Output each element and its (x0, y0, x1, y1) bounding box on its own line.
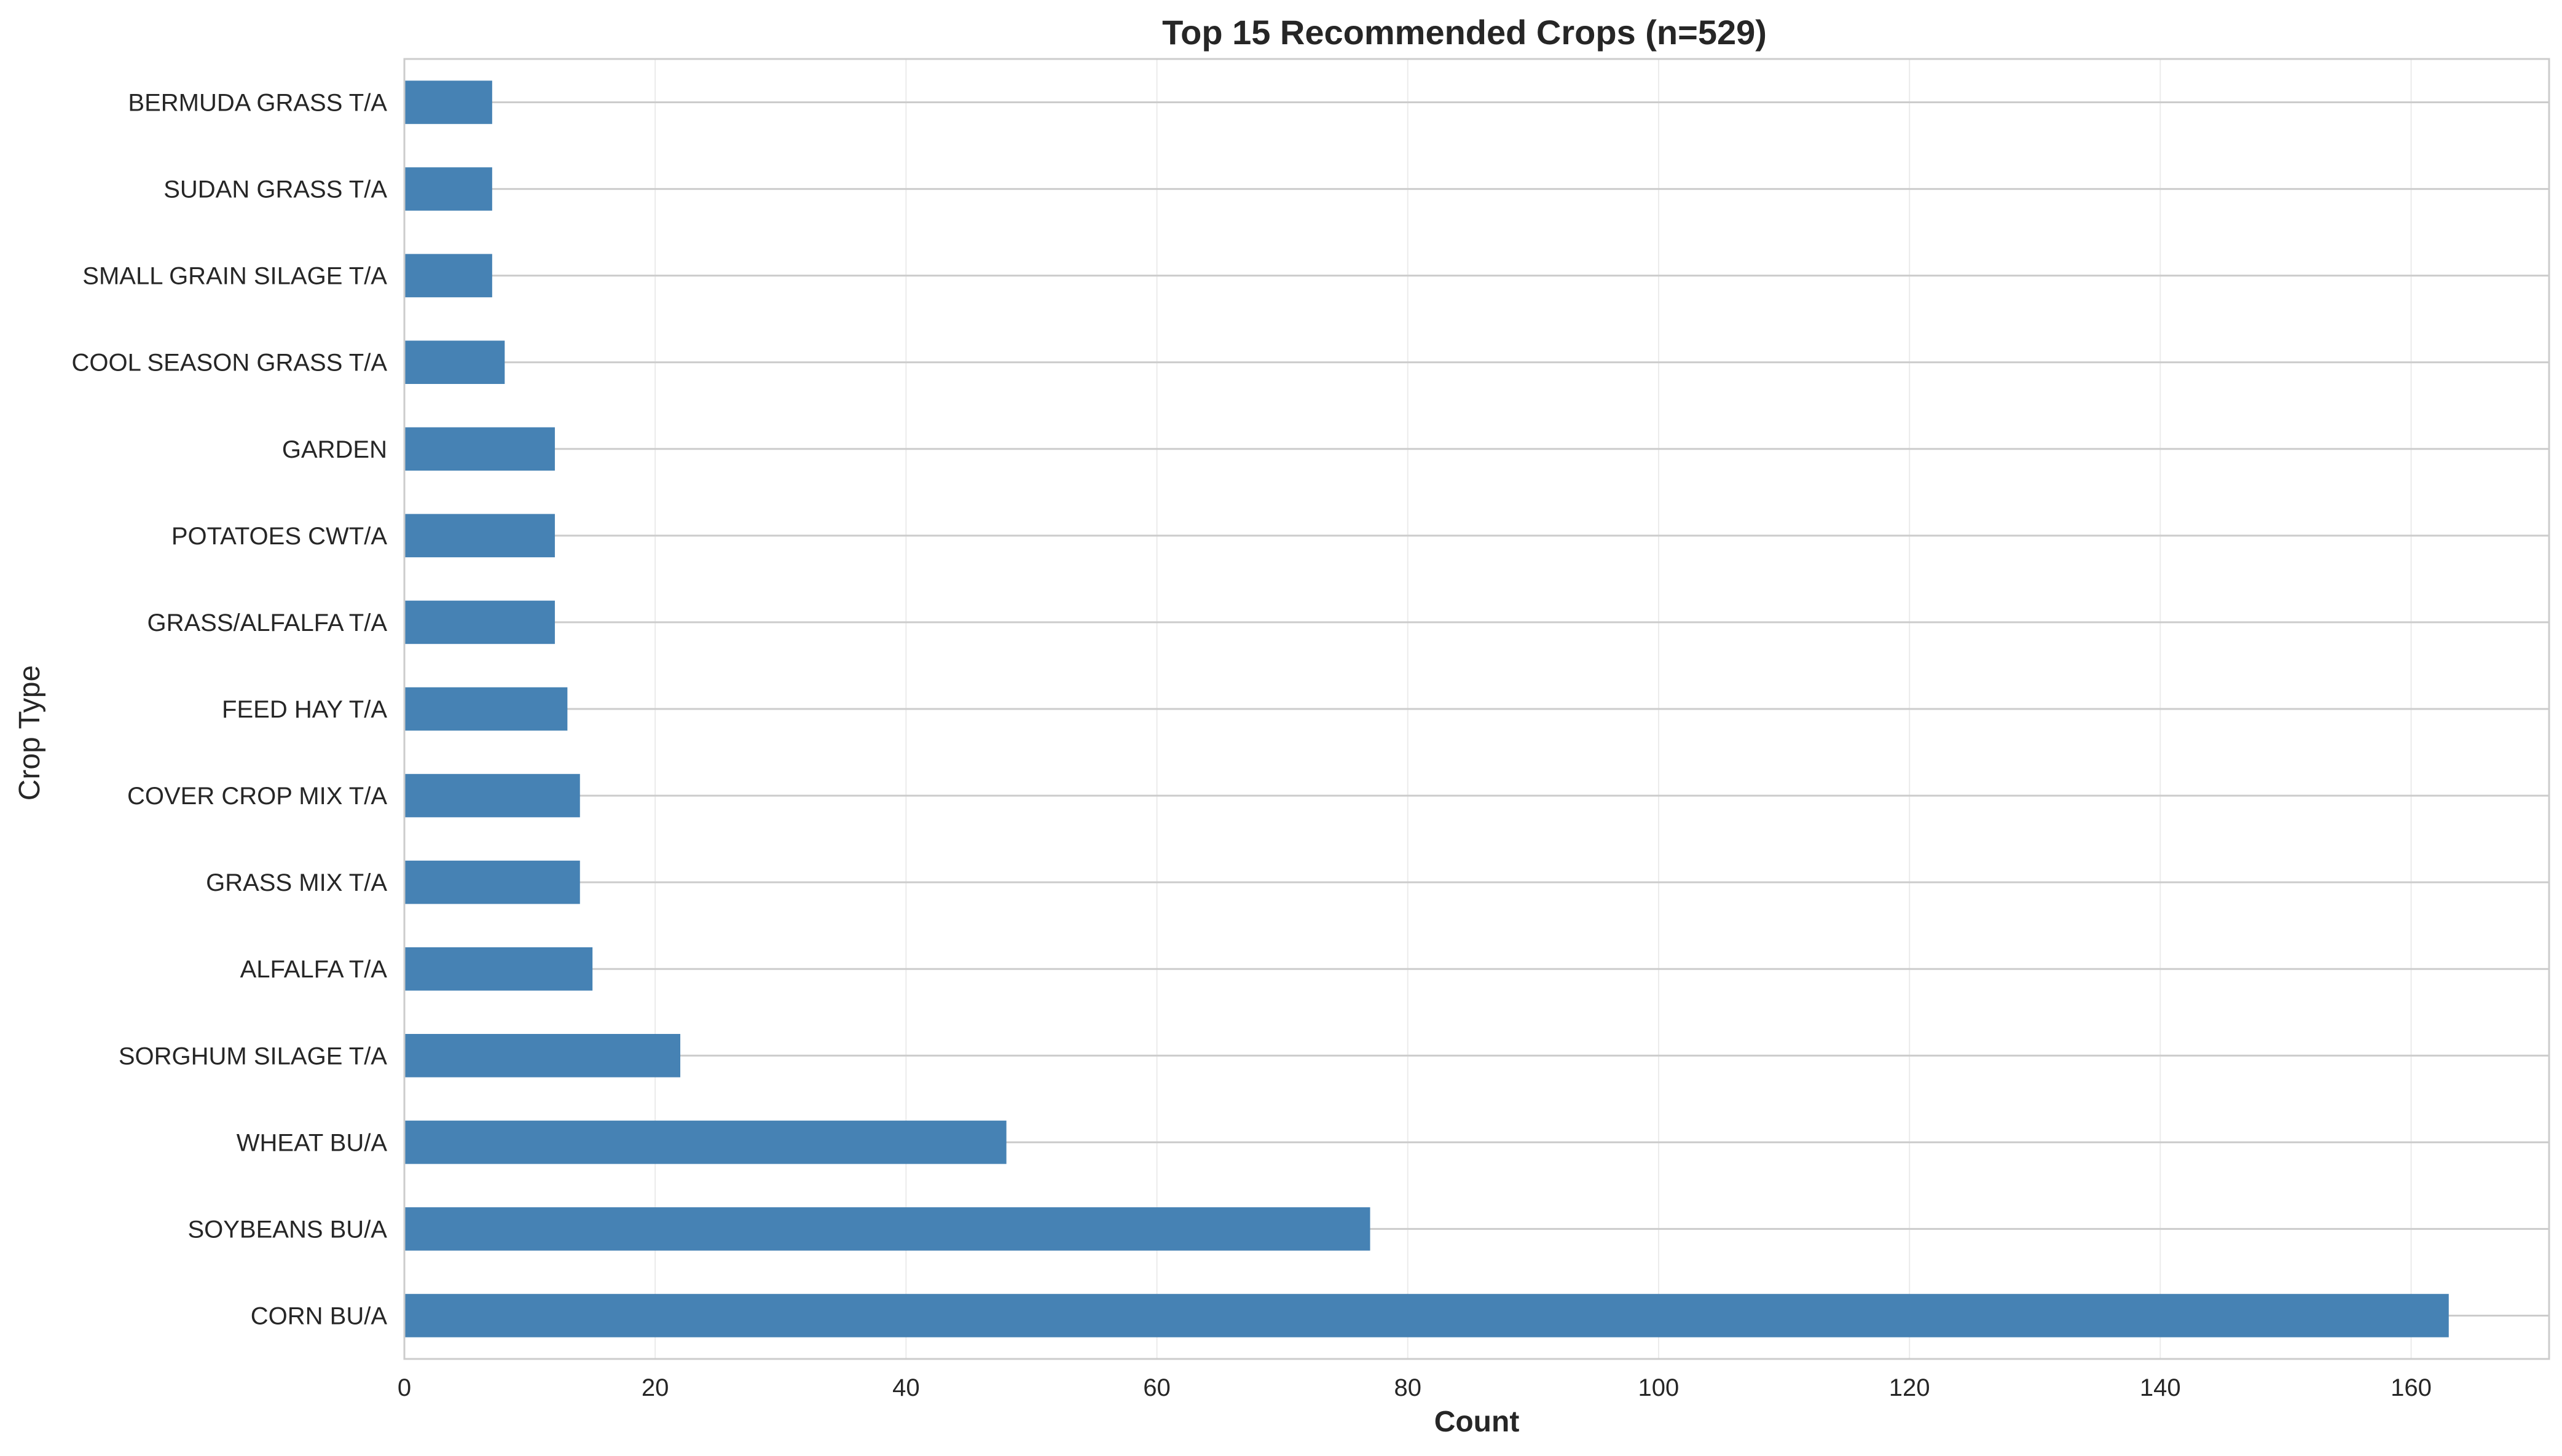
bar (404, 1034, 681, 1078)
x-tick-label: 80 (1394, 1374, 1421, 1401)
y-tick-label: WHEAT BU/A (237, 1129, 388, 1156)
bar (404, 340, 505, 384)
x-tick-label: 100 (1638, 1374, 1680, 1401)
bar (404, 514, 555, 558)
y-axis-label: Crop Type (14, 665, 46, 801)
y-tick-label: GRASS MIX T/A (206, 869, 387, 896)
bars (404, 80, 2449, 1337)
plot-frame (403, 58, 2550, 1360)
bar (404, 1121, 1007, 1164)
y-tick-label: COVER CROP MIX T/A (127, 783, 387, 810)
bar (404, 773, 580, 818)
x-tick-labels: 0 20 40 60 80 100 120 140 160 (398, 1374, 2432, 1401)
y-tick-label: POTATOES CWT/A (171, 523, 387, 550)
y-tick-labels: CORN BU/A SOYBEANS BU/A WHEAT BU/A SORGHUM … (72, 90, 388, 1330)
bar (404, 600, 555, 644)
x-tick-label: 40 (892, 1374, 920, 1401)
y-tick-label: SOYBEANS BU/A (187, 1216, 387, 1243)
y-tick-label: GRASS/ALFALFA T/A (147, 609, 387, 636)
bar (404, 167, 492, 211)
y-tick-label: GARDEN (282, 436, 387, 463)
y-tick-label: ALFALFA T/A (240, 956, 388, 983)
x-tick-label: 60 (1143, 1374, 1171, 1401)
x-tick-label: 140 (2140, 1374, 2181, 1401)
chart-title: Top 15 Recommended Crops (n=529) (1162, 13, 1767, 52)
x-tick-label: 0 (398, 1374, 411, 1401)
y-tick-label: SUDAN GRASS T/A (163, 176, 387, 203)
bar (404, 1207, 1370, 1251)
bar (404, 860, 580, 904)
y-tick-label: SORGHUM SILAGE T/A (119, 1043, 387, 1070)
x-tick-label: 20 (642, 1374, 669, 1401)
y-tick-label: BERMUDA GRASS T/A (128, 90, 387, 117)
x-tick-label: 160 (2391, 1374, 2432, 1401)
bar (404, 687, 568, 731)
bar (404, 254, 492, 297)
bar (404, 80, 492, 124)
x-axis-label: Count (1434, 1406, 1520, 1438)
y-tick-label: COOL SEASON GRASS T/A (72, 350, 388, 377)
bar (404, 1294, 2449, 1337)
y-tick-label: SMALL GRAIN SILAGE T/A (82, 263, 387, 290)
y-tick-label: CORN BU/A (251, 1302, 388, 1329)
y-tick-label: FEED HAY T/A (222, 696, 387, 723)
bar (404, 427, 555, 471)
x-tick-label: 120 (1889, 1374, 1930, 1401)
bar (404, 947, 593, 991)
